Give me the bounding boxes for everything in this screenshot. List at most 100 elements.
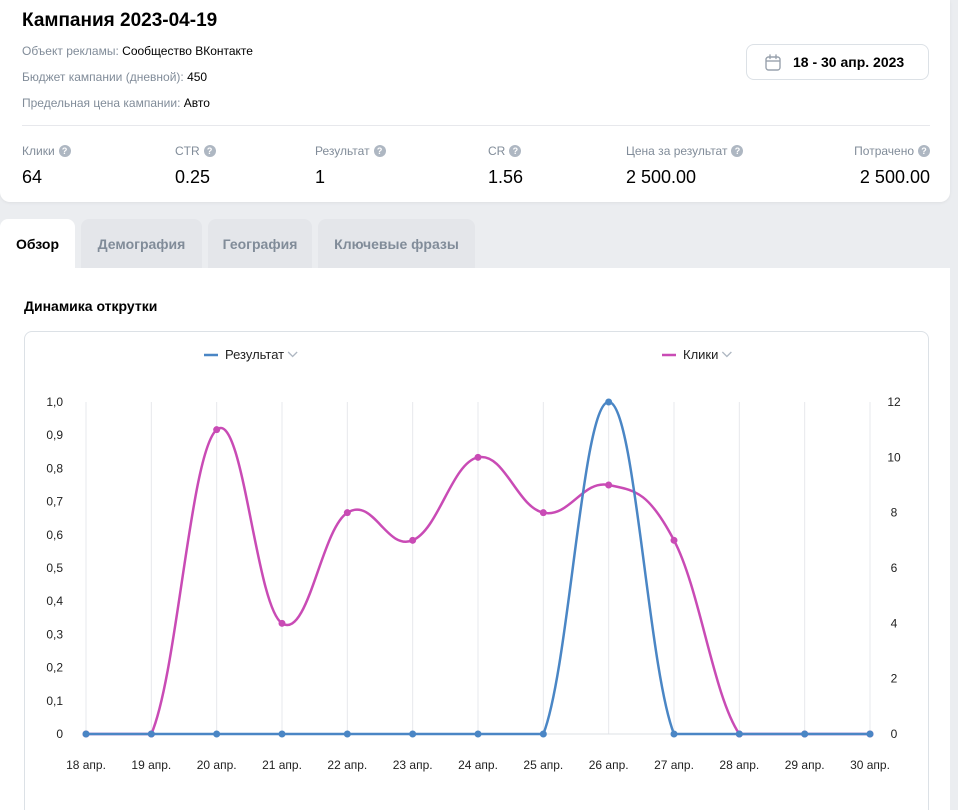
series-result-point	[670, 730, 678, 738]
series-result-point	[213, 730, 221, 738]
stat-value: 1	[315, 167, 326, 187]
series-result-point	[735, 730, 743, 738]
x-tick-label: 28 апр.	[719, 758, 759, 772]
ad-object-info: Объект рекламы: Сообщество ВКонтакте	[22, 44, 253, 58]
y-left-tick-label: 0,5	[46, 561, 63, 575]
y-right-tick-label: 10	[887, 450, 901, 464]
y-left-tick-label: 0,3	[46, 627, 63, 641]
series-result-point	[539, 730, 547, 738]
y-left-tick-label: 0,4	[46, 594, 63, 608]
chevron-down-icon[interactable]	[721, 351, 732, 358]
help-icon[interactable]: ?	[918, 145, 930, 157]
chevron-down-icon[interactable]	[287, 351, 298, 358]
x-tick-label: 19 апр.	[131, 758, 171, 772]
stat-value: 1.56	[488, 167, 524, 187]
stat-value: 64	[22, 167, 43, 187]
tab-keywords[interactable]: Ключевые фразы	[318, 219, 475, 268]
series-result-point	[409, 730, 417, 738]
x-tick-label: 21 апр.	[262, 758, 302, 772]
series-result-point	[801, 730, 809, 738]
series-clicks-point	[605, 481, 613, 489]
stat-label: Клики	[22, 144, 55, 158]
x-tick-label: 18 апр.	[66, 758, 106, 772]
help-icon[interactable]: ?	[373, 145, 386, 157]
chart-container: 18 апр. 19 апр. 20 апр. 21 апр. 22 апр. 23 ап…	[24, 331, 929, 810]
ad-object-value: Сообщество ВКонтакте	[122, 44, 253, 58]
series-clicks-point	[670, 536, 678, 544]
price-limit-info: Предельная цена кампании: Авто	[22, 96, 210, 110]
y-right-tick-label: 0	[891, 727, 898, 741]
stat-label: Цена за результат	[626, 144, 728, 158]
budget-label: Бюджет кампании (дневной):	[22, 70, 184, 84]
x-tick-label: 25 апр.	[523, 758, 563, 772]
stat-result: Результат? 1	[315, 144, 386, 188]
y-left-tick-label: 0	[56, 727, 63, 741]
y-right-tick-label: 6	[891, 561, 898, 575]
stat-clicks: Клики? 64	[22, 144, 71, 188]
y-left-tick-label: 0,2	[46, 661, 63, 675]
x-tick-label: 24 апр.	[458, 758, 498, 772]
divider	[22, 125, 930, 126]
tab-demography[interactable]: Демография	[81, 219, 202, 268]
help-icon[interactable]: ?	[731, 145, 744, 157]
delivery-chart: 18 апр. 19 апр. 20 апр. 21 апр. 22 апр. 23 ап…	[46, 347, 901, 772]
price-limit-label: Предельная цена кампании:	[22, 96, 181, 110]
series-result-point	[343, 730, 351, 738]
series-result-point	[147, 730, 155, 738]
y-left-tick-label: 1,0	[46, 395, 63, 409]
campaign-header-card: Кампания 2023-04-19 Объект рекламы: Сооб…	[0, 0, 950, 202]
legend-label: Результат	[225, 347, 284, 362]
x-tick-label: 27 апр.	[654, 758, 694, 772]
x-tick-label: 22 апр.	[327, 758, 367, 772]
x-tick-label: 30 апр.	[850, 758, 890, 772]
series-result-point	[82, 730, 90, 738]
section-title: Динамика открутки	[24, 298, 158, 314]
series-clicks-point	[213, 426, 221, 434]
page-title: Кампания 2023-04-19	[22, 10, 218, 31]
y-left-tick-label: 0,7	[46, 495, 63, 509]
stat-label: Потрачено	[854, 144, 914, 158]
stat-cost-per-result: Цена за результат? 2 500.00	[626, 144, 744, 188]
stat-value: 0.25	[175, 167, 211, 187]
x-tick-label: 26 апр.	[589, 758, 629, 772]
help-icon[interactable]: ?	[203, 145, 216, 157]
budget-value: 450	[187, 70, 208, 84]
legend-label: Клики	[683, 347, 718, 362]
x-tick-label: 29 апр.	[785, 758, 825, 772]
series-clicks-line	[86, 426, 870, 736]
y-right-tick-label: 12	[887, 395, 901, 409]
y-left-tick-label: 0,6	[46, 528, 63, 542]
stat-ctr: CTR? 0.25	[175, 144, 216, 188]
help-icon[interactable]: ?	[509, 145, 522, 157]
calendar-icon	[765, 53, 781, 71]
tab-geography[interactable]: География	[208, 219, 312, 268]
series-clicks-point	[343, 509, 351, 517]
y-right-tick-label: 8	[891, 506, 898, 520]
overview-panel: Динамика открутки 18 апр. 19 апр. 20 апр. 2…	[0, 268, 950, 810]
series-result-point	[866, 730, 874, 738]
series-result-point	[605, 398, 613, 406]
stat-cr: CR? 1.56	[488, 144, 523, 188]
stat-value: 2 500.00	[859, 167, 930, 187]
price-limit-value: Авто	[183, 96, 210, 110]
series-result-point	[474, 730, 482, 738]
date-range-button[interactable]: 18 - 30 апр. 2023	[746, 44, 929, 80]
series-clicks-point	[539, 509, 547, 517]
series-result-point	[278, 730, 286, 738]
ad-object-label: Объект рекламы:	[22, 44, 119, 58]
stat-value: 2 500.00	[626, 167, 697, 187]
x-tick-label: 23 апр.	[393, 758, 433, 772]
y-left-tick-label: 0,9	[46, 428, 63, 442]
series-clicks-point	[278, 619, 286, 627]
y-right-tick-label: 4	[891, 616, 898, 630]
budget-info: Бюджет кампании (дневной): 450	[22, 70, 207, 84]
help-icon[interactable]: ?	[58, 145, 71, 157]
date-range-label: 18 - 30 апр. 2023	[793, 54, 905, 70]
stat-spent: Потрачено? 2 500.00	[854, 144, 930, 188]
y-right-tick-label: 2	[891, 672, 898, 686]
x-tick-label: 20 апр.	[197, 758, 237, 772]
stat-label: CR	[488, 144, 506, 158]
series-clicks-point	[474, 453, 482, 461]
series-clicks-point	[409, 536, 417, 544]
tab-overview[interactable]: Обзор	[0, 219, 75, 268]
